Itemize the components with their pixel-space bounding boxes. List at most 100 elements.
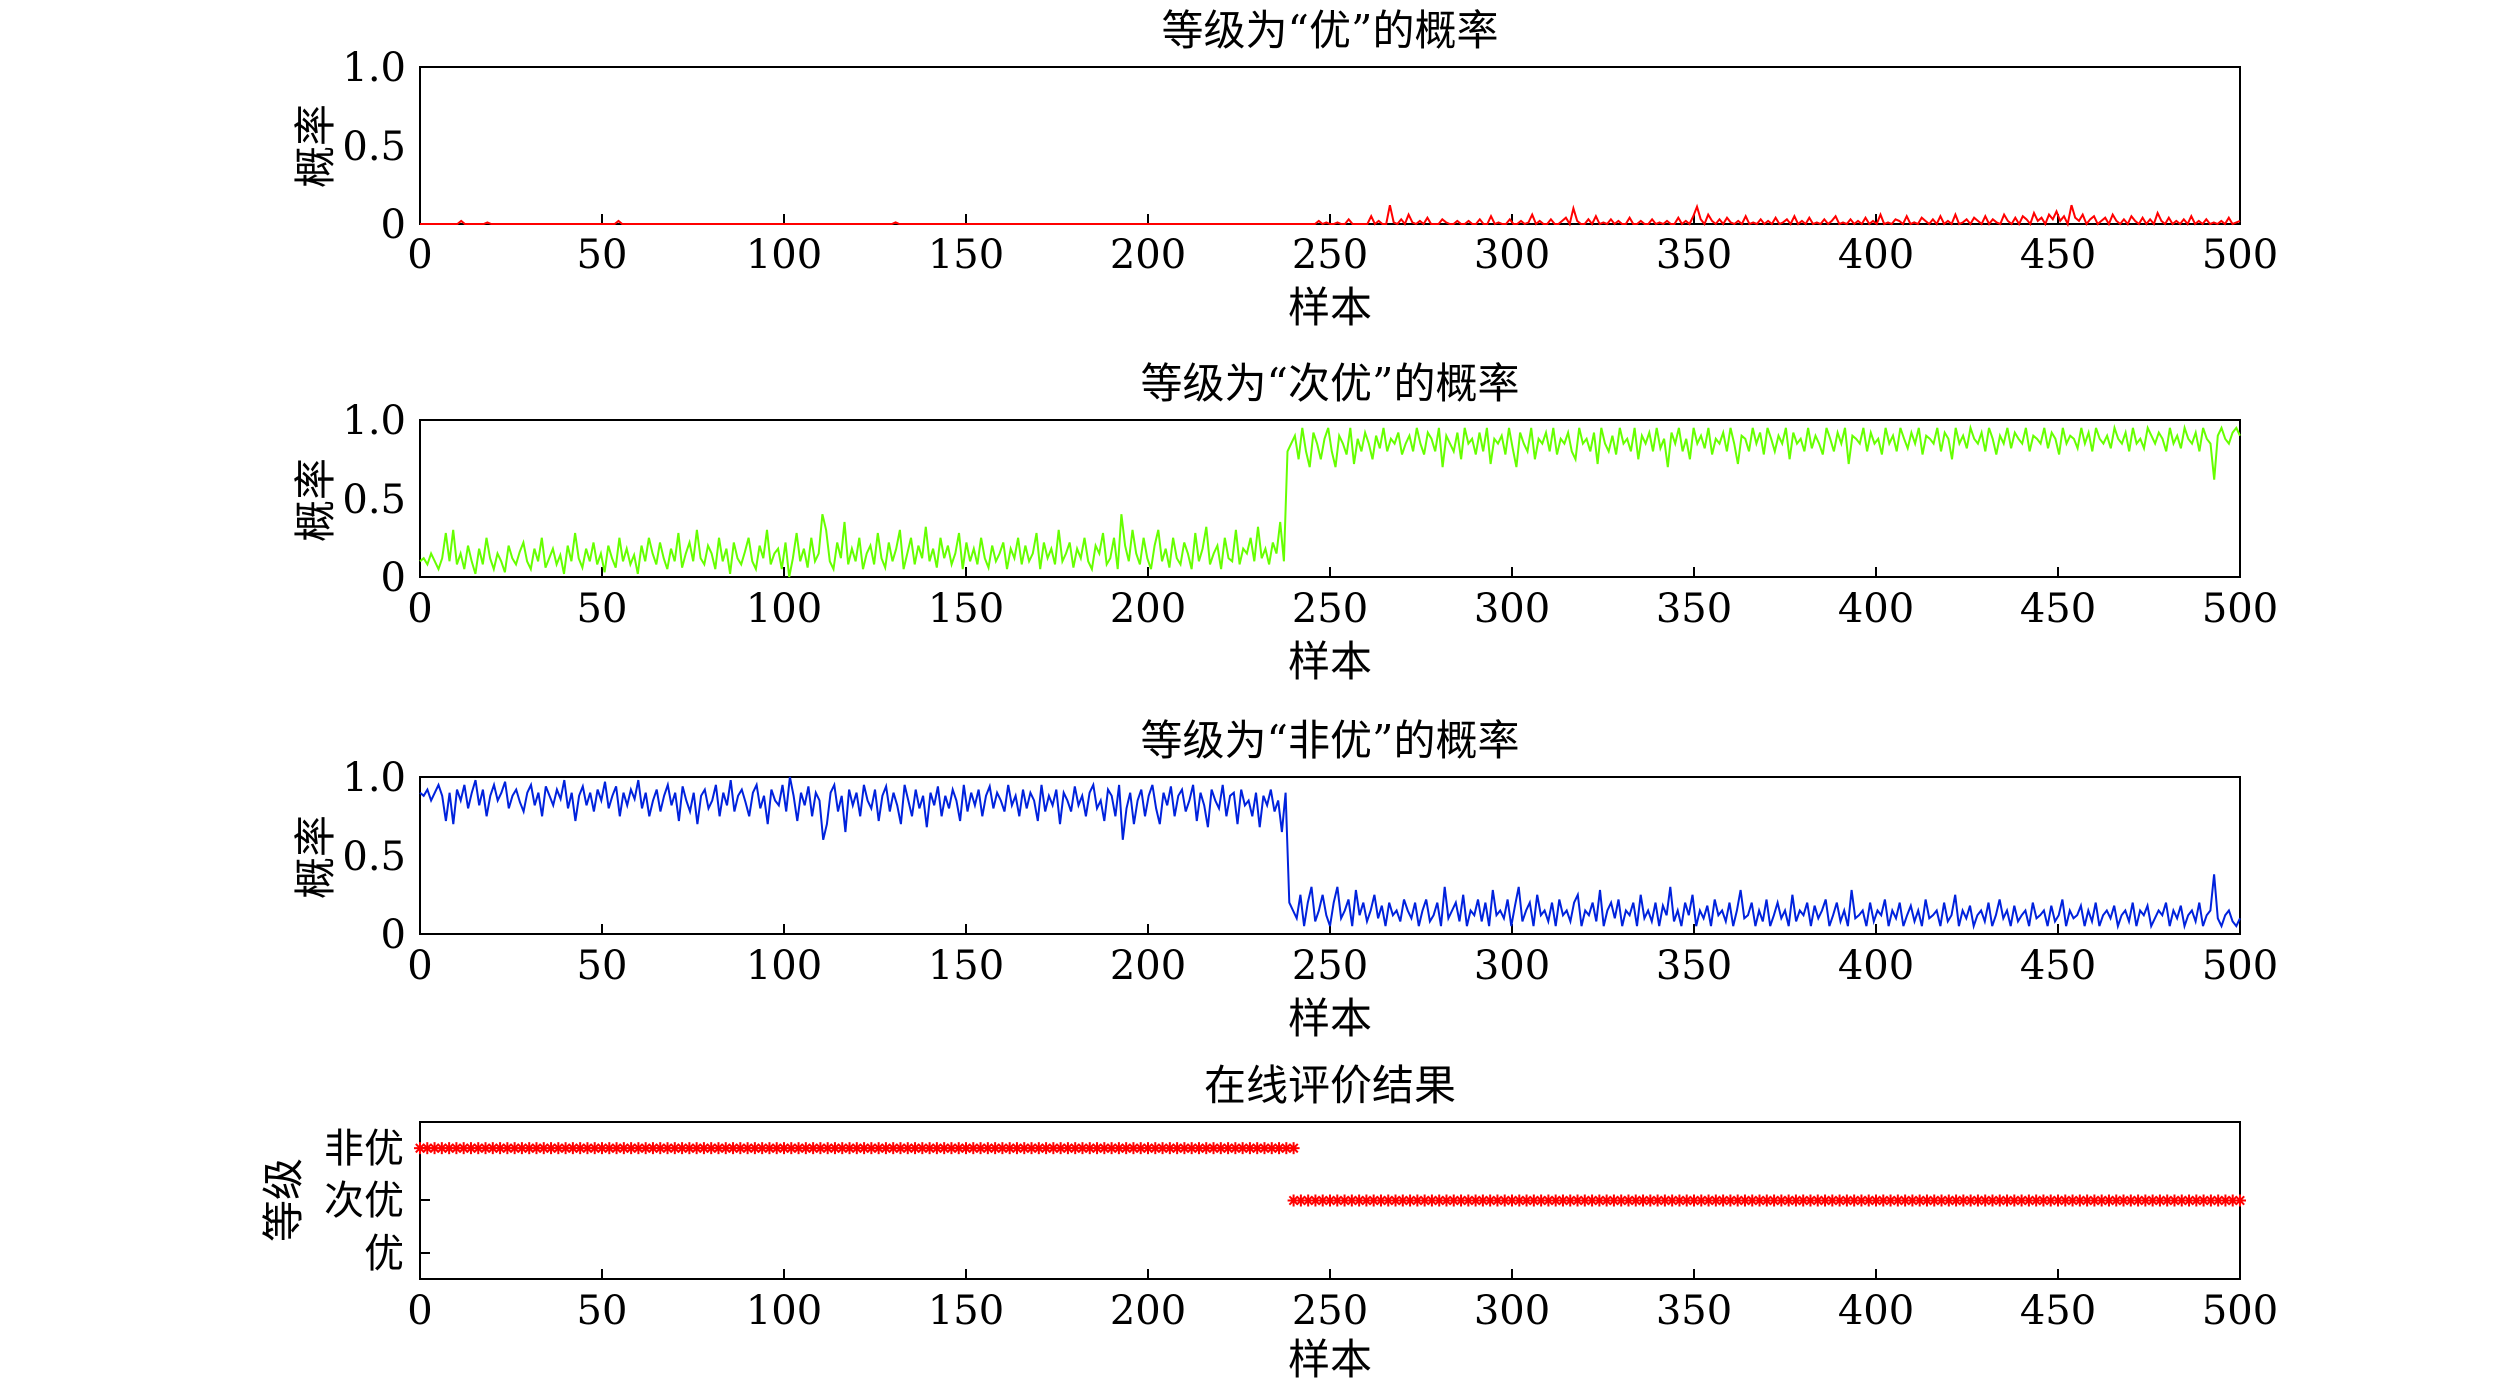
panel-2-title: 等级为“次优”的概率: [1141, 359, 1520, 408]
panel-2-series-line: [419, 423, 2241, 578]
result-marker: [2139, 1194, 2152, 1207]
xtick-label: 400: [1838, 1288, 1914, 1334]
result-marker: [1644, 1194, 1657, 1207]
panel-3-series-line: [419, 776, 2241, 931]
panel-3-xticks: 0 50 100 150 200 250 300 350 400 450 500: [407, 924, 2278, 989]
panel-4-xticks: 0 50 100 150 200 250 300 350 400 450 500: [407, 1269, 2278, 1334]
xtick-label: 300: [1474, 232, 1550, 278]
panel-3-ytick-label: 0: [381, 912, 406, 958]
panel-4-ytick-label: 非优: [324, 1126, 404, 1172]
result-marker: [1222, 1142, 1235, 1155]
panel-2-yticks: 1.0 0.5 0: [342, 398, 406, 601]
xtick-label: 250: [1292, 586, 1368, 632]
xtick-label: 250: [1292, 232, 1368, 278]
result-marker: [1920, 1194, 1933, 1207]
result-marker: [1287, 1142, 1300, 1155]
result-marker: [2008, 1194, 2021, 1207]
panel-3-title: 等级为“非优”的概率: [1141, 716, 1520, 765]
result-marker: [1382, 1194, 1395, 1207]
panel-2-ylabel: 概率: [291, 458, 340, 542]
xtick-label: 450: [2020, 1288, 2096, 1334]
panel-4-yticks: 非优 次优 优: [324, 1126, 404, 1277]
result-marker: [1811, 1194, 1824, 1207]
result-marker: [1309, 1194, 1322, 1207]
panel-3-ylabel: 概率: [291, 815, 340, 899]
panel-1-title: 等级为“优”的概率: [1162, 6, 1499, 55]
result-marker: [639, 1142, 652, 1155]
result-marker: [1374, 1194, 1387, 1207]
result-marker: [1178, 1142, 1191, 1155]
xtick-label: 50: [577, 943, 628, 989]
panel-2-ytick-label: 0.5: [342, 477, 406, 523]
result-marker: [1236, 1142, 1249, 1155]
xtick-label: 0: [407, 943, 432, 989]
result-marker: [2204, 1194, 2217, 1207]
result-marker: [2219, 1194, 2232, 1207]
xtick-label: 100: [746, 232, 822, 278]
xtick-label: 400: [1838, 586, 1914, 632]
panel-3-ytick-label: 0.5: [342, 834, 406, 880]
result-marker: [676, 1142, 689, 1155]
xtick-label: 300: [1474, 1288, 1550, 1334]
result-marker: [1993, 1194, 2006, 1207]
result-marker: [1251, 1142, 1264, 1155]
panel-1-yticks: 1.0 0.5 0: [342, 45, 406, 248]
xtick-label: 250: [1292, 943, 1368, 989]
result-marker: [2081, 1194, 2094, 1207]
panel-4-ytick-label: 次优: [324, 1178, 404, 1224]
xtick-label: 200: [1110, 232, 1186, 278]
panel-1-frame: [419, 66, 2241, 225]
result-marker: [1476, 1194, 1489, 1207]
panel-1-ytick-label: 1.0: [342, 45, 406, 91]
result-marker: [1265, 1142, 1278, 1155]
xtick-label: 0: [407, 232, 432, 278]
panel-1-ytick-label: 0.5: [342, 124, 406, 170]
result-marker: [1607, 1194, 1620, 1207]
result-marker: [894, 1142, 907, 1155]
result-marker: [1447, 1194, 1460, 1207]
result-marker: [428, 1142, 441, 1155]
xtick-label: 300: [1474, 586, 1550, 632]
xtick-label: 350: [1656, 943, 1732, 989]
result-marker: [464, 1142, 477, 1155]
xtick-label: 450: [2020, 232, 2096, 278]
result-marker: [1870, 1194, 1882, 1207]
result-marker: [1746, 1194, 1759, 1207]
result-marker: [1549, 1194, 1562, 1207]
result-marker: [1433, 1194, 1446, 1207]
xtick-label: 150: [928, 586, 1004, 632]
result-marker: [421, 1142, 434, 1155]
result-marker: [1076, 1142, 1089, 1155]
panel-3: 等级为“非优”的概率 1.0 0.5 0 0 50 100 150 200 250 300 3…: [291, 716, 2278, 1043]
xtick-label: 400: [1838, 943, 1914, 989]
xtick-label: 500: [2202, 232, 2278, 278]
panel-1-xlabel: 样本: [1288, 283, 1372, 332]
result-marker: [843, 1142, 856, 1155]
panel-1: 等级为“优”的概率 1.0 0.5 0 0 50 100 150 200 250 300 35…: [291, 6, 2278, 332]
result-marker: [697, 1142, 710, 1155]
panel-4-title: 在线评价结果: [1204, 1061, 1456, 1110]
xtick-label: 100: [746, 943, 822, 989]
result-marker: [566, 1142, 579, 1155]
result-marker: [1840, 1194, 1853, 1207]
xtick-label: 250: [1292, 1288, 1368, 1334]
panel-3-yticks: 1.0 0.5 0: [342, 755, 406, 958]
panel-4-xlabel: 样本: [1288, 1335, 1372, 1380]
xtick-label: 150: [928, 943, 1004, 989]
xtick-label: 150: [928, 1288, 1004, 1334]
panel-2-xticks: 0 50 100 150 200 250 300 350 400 450 500: [407, 567, 2278, 632]
xtick-label: 350: [1656, 1288, 1732, 1334]
result-marker: [756, 1142, 769, 1155]
xtick-label: 350: [1656, 586, 1732, 632]
panel-3-xlabel: 样本: [1288, 994, 1372, 1043]
result-marker: [508, 1142, 521, 1155]
result-marker: [1913, 1194, 1926, 1207]
result-marker: [2095, 1194, 2108, 1207]
result-marker: [1098, 1142, 1111, 1155]
xtick-label: 0: [407, 586, 432, 632]
xtick-label: 50: [577, 1288, 628, 1334]
result-marker: [1658, 1194, 1671, 1207]
xtick-label: 300: [1474, 943, 1550, 989]
panel-3-ytick-label: 1.0: [342, 755, 406, 801]
result-marker: [1287, 1194, 1300, 1207]
